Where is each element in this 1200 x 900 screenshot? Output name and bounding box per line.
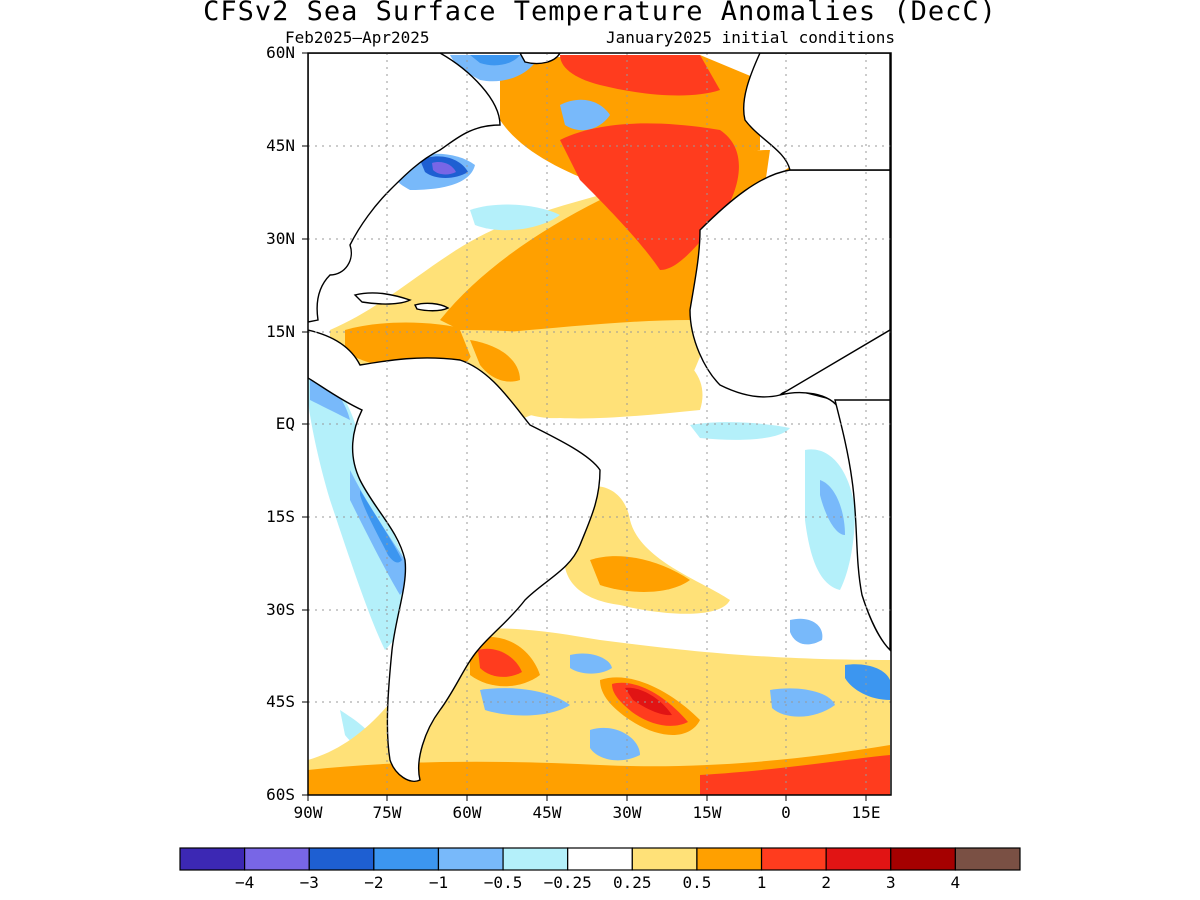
lat-label: 30S: [266, 600, 295, 619]
colorbar-label: −0.5: [483, 873, 523, 892]
colorbar-swatch: [760, 847, 827, 871]
colorbar-label: 0.5: [682, 873, 712, 892]
lon-label: 75W: [372, 803, 402, 822]
colorbar-swatch: [244, 847, 310, 871]
tick-marks: [302, 52, 867, 801]
lat-label: 30N: [266, 229, 295, 248]
lat-label: 15S: [266, 507, 295, 526]
colorbar-swatch: [502, 847, 569, 871]
lat-label: 45S: [266, 692, 295, 711]
colorbar-swatch: [308, 847, 375, 871]
colorbar-label: 2: [821, 873, 831, 892]
colorbar-swatch: [373, 847, 440, 871]
colorbar-swatch: [954, 847, 1021, 871]
lon-label: 0: [781, 803, 791, 822]
lon-label: 45W: [532, 803, 562, 822]
lon-label: 15W: [692, 803, 722, 822]
colorbar-swatch: [696, 847, 763, 871]
land: [308, 53, 891, 782]
colorbar-label: −3: [299, 873, 319, 892]
lat-label: 60S: [266, 785, 295, 804]
colorbar: [179, 847, 1021, 871]
lat-label: 45N: [266, 136, 295, 155]
colorbar-swatch: [567, 847, 633, 871]
colorbar-label: −0.25: [543, 873, 592, 892]
colorbar-label: 0.25: [613, 873, 652, 892]
colorbar-label: 4: [950, 873, 961, 892]
colorbar-swatch: [825, 847, 892, 871]
colorbar-label: −4: [234, 873, 255, 892]
colorbar-label: 1: [756, 873, 767, 892]
lat-label: EQ: [275, 414, 295, 433]
initial-conditions: January2025 initial conditions: [606, 28, 895, 47]
lat-label: 60N: [266, 43, 295, 62]
anomaly-fields: [308, 55, 890, 795]
colorbar-swatch: [631, 847, 698, 871]
colorbar-swatch: [890, 847, 956, 871]
forecast-period: Feb2025–Apr2025: [285, 28, 430, 47]
lon-label: 90W: [293, 803, 323, 822]
lon-label: 15E: [851, 803, 881, 822]
lat-label: 15N: [266, 322, 295, 341]
colorbar-swatch: [179, 847, 246, 871]
colorbar-label: −2: [364, 873, 384, 892]
lon-label: 30W: [612, 803, 642, 822]
lon-label: 60W: [452, 803, 482, 822]
colorbar-label: −1: [428, 873, 449, 892]
colorbar-label: 3: [885, 873, 896, 892]
colorbar-swatch: [437, 847, 504, 871]
chart-title: CFSv2 Sea Surface Temperature Anomalies …: [203, 0, 997, 27]
gridlines: [308, 53, 891, 795]
